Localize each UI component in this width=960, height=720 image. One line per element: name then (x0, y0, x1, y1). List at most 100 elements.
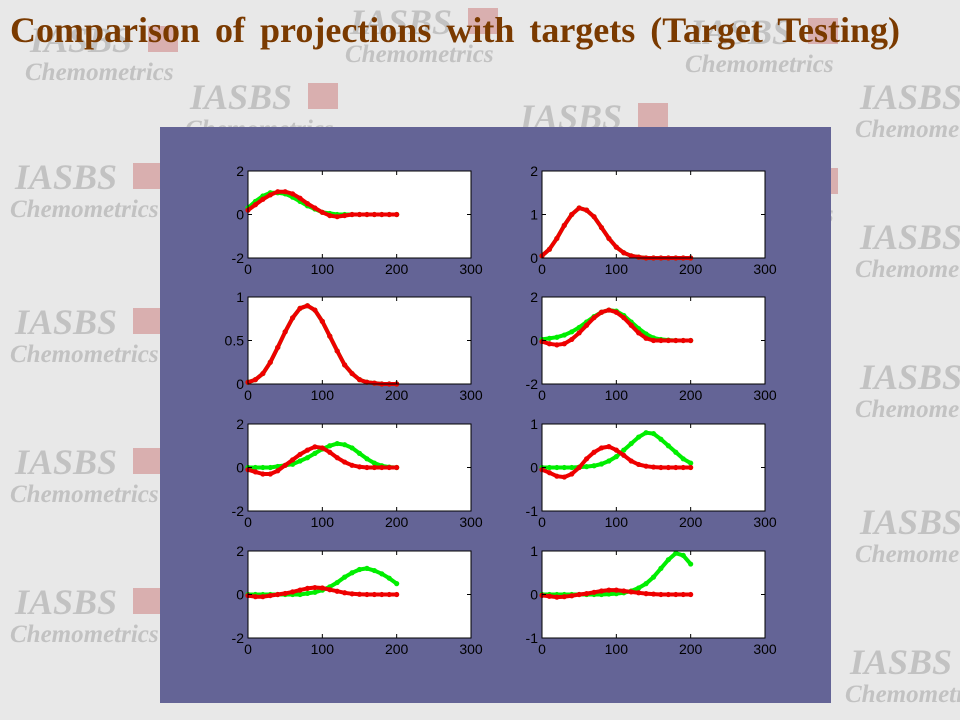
data-point (304, 303, 311, 309)
data-point (379, 464, 385, 471)
data-point (621, 447, 627, 453)
x-tick-label: 300 (459, 514, 483, 530)
data-point (628, 440, 634, 447)
data-point (386, 591, 392, 598)
data-point (636, 434, 642, 440)
data-point (561, 341, 567, 347)
x-tick-label: 0 (244, 387, 252, 403)
watermark-title: IASBS (14, 157, 117, 197)
y-tick-label: 0 (530, 250, 538, 266)
data-point (576, 205, 582, 211)
data-point (297, 195, 303, 201)
data-point (394, 581, 400, 587)
data-point (252, 469, 259, 475)
x-tick-label: 200 (385, 514, 409, 530)
data-point (349, 570, 355, 576)
data-point (290, 315, 296, 321)
data-point (680, 456, 686, 462)
data-point (658, 337, 664, 344)
data-point (665, 337, 671, 344)
watermark-subtitle: Chemometrics (10, 621, 159, 648)
watermark-title: IASBS (14, 442, 117, 482)
x-tick-label: 200 (679, 641, 703, 657)
y-tick-label: -2 (526, 376, 539, 392)
x-tick-label: 0 (244, 514, 252, 530)
subplot: 0 100 200 300-101 (526, 416, 777, 530)
data-point (650, 574, 657, 580)
watermark-title: IASBS (859, 217, 960, 257)
watermark-title: IASBS (859, 502, 960, 542)
watermark-logo-icon (308, 83, 338, 109)
data-point (546, 593, 553, 599)
y-tick-label: 2 (530, 289, 538, 305)
data-point (569, 464, 575, 471)
y-tick-label: -2 (232, 503, 245, 519)
data-point (546, 335, 553, 341)
data-point (267, 471, 273, 477)
data-point (260, 464, 266, 471)
data-point (364, 456, 370, 462)
data-point (561, 332, 567, 338)
watermark-subtitle: Chemometrics (855, 541, 960, 568)
data-point (334, 579, 340, 586)
plot-area (542, 171, 765, 258)
data-point (327, 587, 333, 593)
data-point (613, 447, 619, 453)
data-point (342, 212, 348, 219)
data-point (576, 591, 582, 598)
data-point (554, 235, 560, 242)
data-point (628, 322, 634, 328)
data-point (282, 189, 288, 195)
data-point (576, 464, 582, 471)
data-point (613, 454, 619, 460)
data-point (569, 329, 575, 335)
data-point (606, 458, 612, 464)
watermark-subtitle: Chemometrics (855, 256, 960, 283)
data-point (282, 462, 288, 468)
data-point (576, 330, 582, 336)
data-point (546, 246, 553, 252)
data-point (628, 458, 634, 464)
data-point (613, 309, 619, 315)
data-point (342, 442, 348, 448)
data-point (688, 460, 694, 466)
watermark-subtitle: Chemometrics (10, 341, 159, 368)
data-point (561, 222, 567, 228)
y-tick-label: -2 (232, 630, 245, 646)
watermark-subtitle: Chemometrics (855, 116, 960, 143)
x-tick-label: 100 (605, 387, 629, 403)
x-tick-label: 100 (605, 641, 629, 657)
data-point (606, 587, 612, 593)
data-point (379, 571, 385, 577)
x-tick-label: 300 (459, 261, 483, 277)
data-point (680, 464, 686, 471)
data-point (252, 202, 259, 208)
data-point (621, 315, 627, 321)
data-point (569, 471, 575, 477)
watermark-title: IASBS (349, 2, 452, 42)
x-tick-label: 100 (605, 514, 629, 530)
figure-panel: 0 100 200 300 -2 0 2 0 100 200 300 0 1 2 0 100 200 300 0 0.… (160, 127, 831, 703)
watermark-logo-icon (808, 18, 838, 44)
y-tick-label: 1 (530, 543, 538, 559)
watermark-subtitle: Chemometrics (345, 41, 494, 68)
data-point (643, 581, 649, 587)
watermark-title: IASBS (189, 77, 292, 117)
data-point (349, 370, 355, 377)
data-point (312, 307, 318, 313)
data-point (688, 337, 694, 344)
y-tick-label: 2 (236, 543, 244, 559)
watermark-title: IASBS (14, 302, 117, 342)
x-tick-label: 0 (244, 641, 252, 657)
data-point (304, 590, 311, 597)
x-tick-label: 300 (753, 514, 777, 530)
x-tick-label: 100 (311, 641, 335, 657)
data-point (371, 460, 377, 466)
